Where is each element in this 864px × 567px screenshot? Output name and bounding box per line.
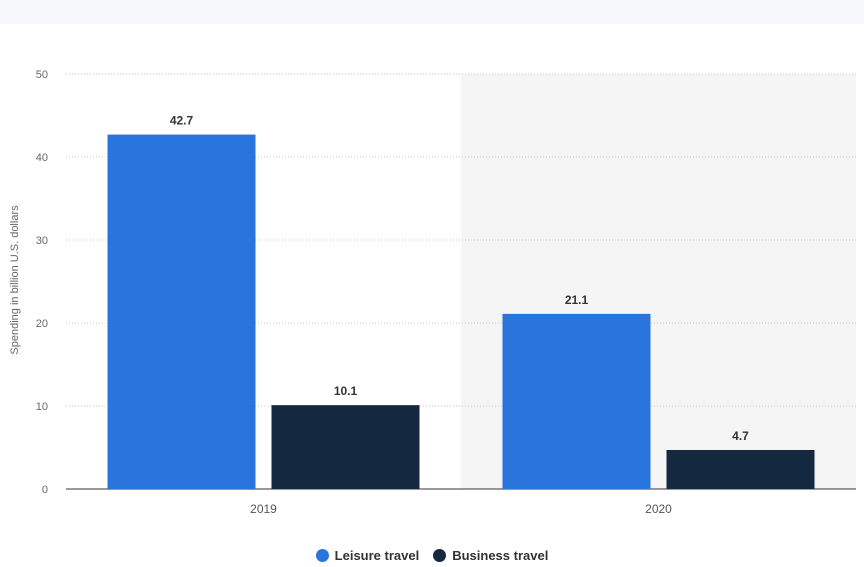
y-tick-label: 0 (42, 484, 48, 496)
bar-business-travel-2019[interactable] (271, 405, 420, 489)
legend-marker-leisure-travel (315, 549, 329, 562)
data-label: 4.7 (732, 429, 749, 443)
legend: Leisure travel Business travel (0, 548, 864, 563)
bar-chart: 0 10 20 30 40 50 42.7 10.1 2019 21.1 4.7 2020 Spend… (9, 69, 856, 516)
data-label: 42.7 (170, 114, 194, 128)
y-tick-label: 50 (36, 69, 48, 81)
data-label: 21.1 (565, 293, 589, 307)
bar-leisure-travel-2019[interactable] (107, 134, 256, 489)
y-axis-title: Spending in billion U.S. dollars (9, 205, 21, 355)
y-tick-label: 40 (36, 152, 48, 164)
bar-business-travel-2020[interactable] (666, 449, 815, 489)
y-tick-label: 10 (36, 401, 48, 413)
y-tick-label: 30 (36, 235, 48, 247)
legend-label-leisure-travel: Leisure travel (334, 548, 420, 563)
legend-label-business-travel: Business travel (452, 548, 549, 563)
bar-leisure-travel-2020[interactable] (502, 313, 651, 489)
data-label: 10.1 (334, 384, 358, 398)
x-tick-label: 2020 (645, 502, 672, 516)
x-tick-label: 2019 (250, 502, 277, 516)
legend-marker-business-travel (433, 549, 447, 562)
legend-item-leisure-travel[interactable]: Leisure travel (315, 548, 420, 563)
legend-item-business-travel[interactable]: Business travel (433, 548, 548, 563)
y-tick-label: 20 (36, 318, 48, 330)
header-band (0, 0, 864, 24)
